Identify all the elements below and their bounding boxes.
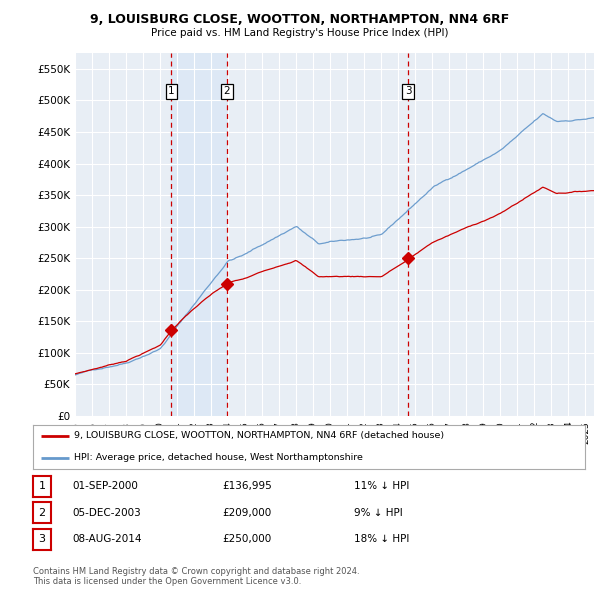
Text: 9, LOUISBURG CLOSE, WOOTTON, NORTHAMPTON, NN4 6RF: 9, LOUISBURG CLOSE, WOOTTON, NORTHAMPTON… bbox=[91, 13, 509, 26]
Text: 3: 3 bbox=[38, 535, 46, 544]
Text: 11% ↓ HPI: 11% ↓ HPI bbox=[354, 481, 409, 491]
Text: 9, LOUISBURG CLOSE, WOOTTON, NORTHAMPTON, NN4 6RF (detached house): 9, LOUISBURG CLOSE, WOOTTON, NORTHAMPTON… bbox=[74, 431, 445, 440]
Text: HPI: Average price, detached house, West Northamptonshire: HPI: Average price, detached house, West… bbox=[74, 454, 363, 463]
Text: 08-AUG-2014: 08-AUG-2014 bbox=[72, 535, 142, 544]
Text: £250,000: £250,000 bbox=[222, 535, 271, 544]
Text: 1: 1 bbox=[168, 86, 175, 96]
Text: Contains HM Land Registry data © Crown copyright and database right 2024.
This d: Contains HM Land Registry data © Crown c… bbox=[33, 567, 359, 586]
Text: £209,000: £209,000 bbox=[222, 508, 271, 517]
Text: 1: 1 bbox=[38, 481, 46, 491]
Text: 2: 2 bbox=[223, 86, 230, 96]
Text: 01-SEP-2000: 01-SEP-2000 bbox=[72, 481, 138, 491]
Text: 05-DEC-2003: 05-DEC-2003 bbox=[72, 508, 141, 517]
Text: Price paid vs. HM Land Registry's House Price Index (HPI): Price paid vs. HM Land Registry's House … bbox=[151, 28, 449, 38]
Bar bbox=[172, 53, 227, 416]
Text: £136,995: £136,995 bbox=[222, 481, 272, 491]
Text: 3: 3 bbox=[405, 86, 412, 96]
Text: 18% ↓ HPI: 18% ↓ HPI bbox=[354, 535, 409, 544]
Text: 2: 2 bbox=[38, 508, 46, 517]
Text: 9% ↓ HPI: 9% ↓ HPI bbox=[354, 508, 403, 517]
